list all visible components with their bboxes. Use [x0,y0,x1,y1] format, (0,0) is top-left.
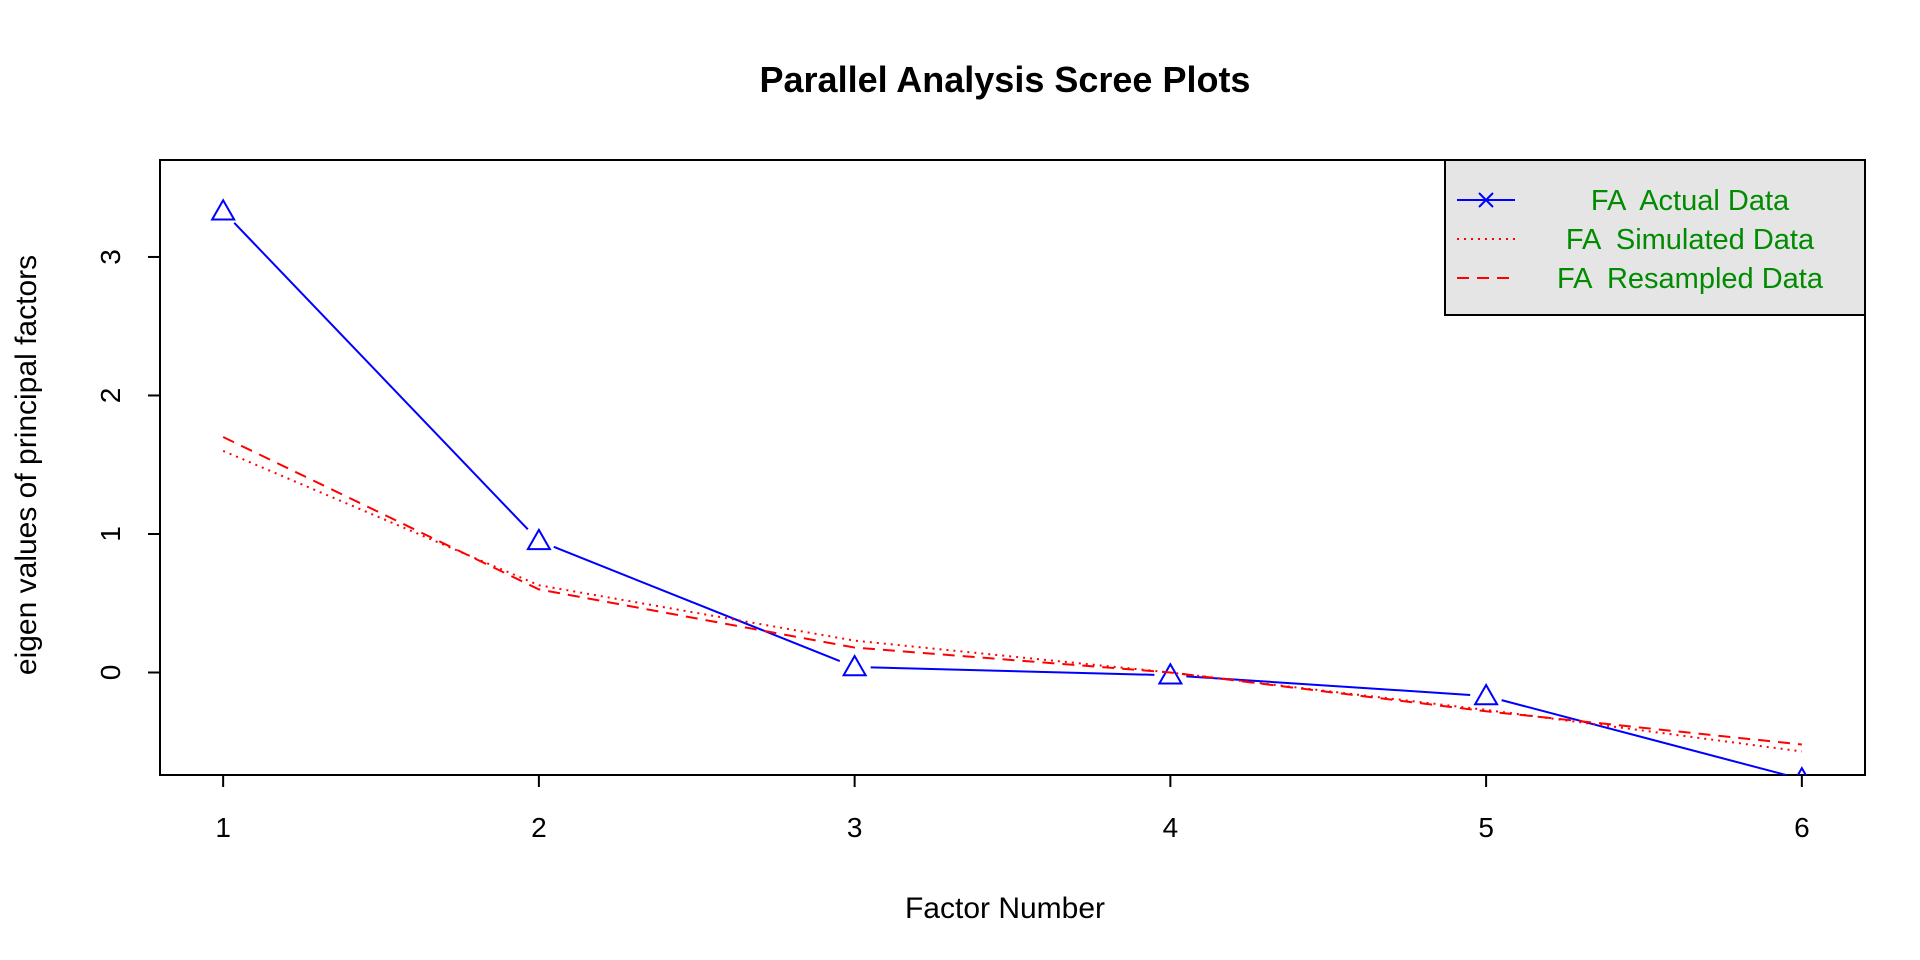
y-tick-label: 0 [95,665,126,681]
series-layer [210,198,1807,775]
x-tick-label: 3 [847,812,863,843]
chart-title: Parallel Analysis Scree Plots [760,59,1251,100]
series-actual-point [526,527,552,551]
legend-label: FA Actual Data [1591,185,1790,217]
x-axis-label: Factor Number [905,892,1105,925]
series-actual-segment [870,666,1155,676]
series-actual-point [841,653,868,677]
plot-area: 1 2 3 4 5 6 0 1 2 3 [95,159,1866,843]
series-actual-point [1157,662,1184,685]
y-tick-label: 3 [95,249,126,265]
x-tick-label: 6 [1794,812,1810,843]
y-tick-label: 1 [95,526,126,542]
x-tick-label: 5 [1478,812,1494,843]
x-tick-label: 1 [215,812,231,843]
y-tick-label: 2 [95,388,126,404]
series-actual-segment [553,545,841,662]
x-tick-label: 4 [1163,812,1179,843]
legend-box [1444,159,1866,316]
legend-label: FA Simulated Data [1566,224,1815,256]
series-actual-segment [233,222,529,531]
series-resampled-line [222,436,1802,746]
series-simulated-line [222,449,1802,753]
legend-label: FA Resampled Data [1557,263,1824,295]
series-actual-point [1473,683,1499,706]
legend-cross-icon [1478,192,1494,208]
legend: FA Actual Data FA Simulated Data FA Resamp… [1444,159,1866,316]
x-tick-label: 2 [531,812,547,843]
series-actual-point [210,198,236,221]
series-actual-segment [1501,699,1787,775]
y-axis-label: eigen values of principal factors [10,255,43,675]
